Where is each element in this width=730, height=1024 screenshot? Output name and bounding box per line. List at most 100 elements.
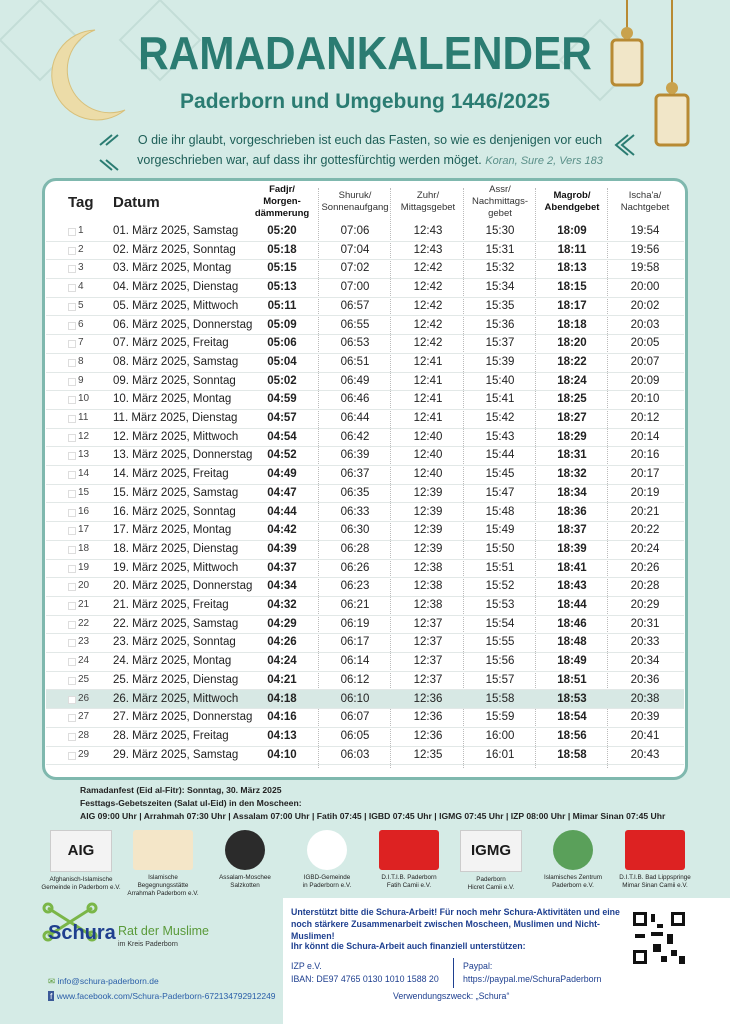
table-cell: 27 <box>78 711 90 723</box>
column-divider <box>390 188 391 768</box>
table-cell: 15:30 <box>485 225 515 237</box>
table-cell: 20:19 <box>630 486 660 499</box>
table-cell: 04:52 <box>267 449 297 462</box>
table-row: 18 18. März 2025, Dienstag 04:39 06:28 12:39… <box>46 540 684 560</box>
table-cell: 20 <box>78 580 90 592</box>
table-row: 25 25. März 2025, Dienstag 04:21 06:12 12:37… <box>46 671 684 691</box>
table-row: 9 09. März 2025, Sonntag 05:02 06:49 12:41 15… <box>46 372 684 392</box>
table-cell: 23. März 2025, Sonntag <box>113 636 236 649</box>
facebook-link[interactable]: www.facebook.com/Schura-Paderborn-672134… <box>56 991 276 1001</box>
table-cell: 10 <box>78 393 90 405</box>
table-cell: 06:19 <box>340 617 370 630</box>
row-marker <box>68 695 76 704</box>
mosque-name: Afghanisch-Islamische Gemeinde in Paderb… <box>41 876 121 891</box>
table-cell: 22. März 2025, Samstag <box>113 617 239 630</box>
table-cell: 06:07 <box>340 711 370 724</box>
table-cell: 06:42 <box>340 430 370 443</box>
table-cell: 5 <box>78 299 84 311</box>
email-text[interactable]: info@schura-paderborn.de <box>57 976 159 986</box>
table-row: 27 27. März 2025, Donnerstag 04:16 06:07 12:… <box>46 708 684 728</box>
table-cell: 20:33 <box>630 636 660 649</box>
table-cell: 19. März 2025, Mittwoch <box>113 561 239 574</box>
email: ✉ info@schura-paderborn.de <box>48 976 159 986</box>
table-cell: 12:41 <box>413 393 443 406</box>
table-cell: 9 <box>78 374 84 386</box>
table-cell: 12:38 <box>413 599 443 611</box>
table-cell: 15:47 <box>485 486 515 499</box>
column-header: Fadjr/ Morgen- dämmerung <box>254 184 310 219</box>
schura-tagline: Rat der Muslime <box>118 924 209 938</box>
table-cell: 18:44 <box>557 599 587 611</box>
eid-times: AIG 09:00 Uhr | Arrahmah 07:30 Uhr | Ass… <box>80 811 666 821</box>
table-cell: 15:49 <box>485 524 515 537</box>
table-cell: 15. März 2025, Samstag <box>113 486 239 499</box>
table-cell: 06:26 <box>340 561 370 574</box>
table-cell: 19 <box>78 561 90 573</box>
qr-code <box>631 910 687 966</box>
table-cell: 20:21 <box>630 505 660 518</box>
table-cell: 20:31 <box>630 617 660 630</box>
table-cell: 18:31 <box>557 449 587 462</box>
table-cell: 12:40 <box>413 430 443 443</box>
table-cell: 08. März 2025, Samstag <box>113 355 239 368</box>
table-cell: 18:56 <box>557 729 587 742</box>
table-cell: 20:14 <box>630 430 660 443</box>
column-header: Assr/ Nachmittags- gebet <box>472 184 528 219</box>
table-row: 28 28. März 2025, Freitag 04:13 06:05 12:36 1… <box>46 727 684 747</box>
row-marker <box>68 228 76 236</box>
table-row: 5 05. März 2025, Mittwoch 05:11 06:57 12:42 1… <box>46 297 684 317</box>
table-cell: 06:51 <box>340 355 370 368</box>
row-marker <box>68 452 76 461</box>
table-cell: 20:17 <box>630 468 660 481</box>
table-cell: 18:20 <box>557 337 587 350</box>
table-cell: 04:16 <box>267 711 297 724</box>
table-cell: 20:36 <box>630 673 660 686</box>
column-header: Zuhr/ Mittagsgebet <box>400 190 456 213</box>
table-cell: 10. März 2025, Montag <box>113 393 232 406</box>
mosque-name: Assalam-Moschee Salzkotten <box>219 874 271 889</box>
table-cell: 13. März 2025, Donnerstag <box>113 449 253 462</box>
table-cell: 19:54 <box>630 225 660 237</box>
table-cell: 05:11 <box>267 299 297 312</box>
table-cell: 06:28 <box>340 542 370 555</box>
table-cell: 20:26 <box>630 561 660 574</box>
mosque-name: D.I.T.I.B. Bad Lippspringe Mimar Sinan C… <box>619 874 691 889</box>
mosque: Assalam-Moschee Salzkotten <box>204 830 286 890</box>
support-text: Ihr könnt die Schura-Arbeit auch finanzi… <box>291 941 526 951</box>
facebook: f www.facebook.com/Schura-Paderborn-6721… <box>48 991 276 1001</box>
table-cell: 06:21 <box>340 599 370 611</box>
mosque-logo <box>625 830 685 870</box>
table-cell: 06:23 <box>340 580 370 593</box>
table-cell: 11. März 2025, Dienstag <box>113 412 238 424</box>
table-cell: 15:35 <box>485 299 515 312</box>
mosque: IGMG Paderborn Hicret Camii e.V. <box>450 830 532 892</box>
paypal-url[interactable]: https://paypal.me/SchuraPaderborn <box>463 974 602 984</box>
table-row: 2 02. März 2025, Sonntag 05:18 07:04 12:43 15… <box>46 241 684 261</box>
table-cell: 1 <box>78 225 84 236</box>
table-cell: 12:37 <box>413 655 443 668</box>
mosque-logo <box>225 830 265 870</box>
table-cell: 26. März 2025, Mittwoch <box>113 692 239 705</box>
table-cell: 20:38 <box>630 692 660 705</box>
table-cell: 06:14 <box>340 655 370 668</box>
table-row: 7 07. März 2025, Freitag 05:06 06:53 12:42 15… <box>46 334 684 354</box>
mosque: Islamisches Zentrum Paderborn e.V. <box>532 830 614 890</box>
table-cell: 8 <box>78 355 84 367</box>
table-cell: 18:13 <box>557 262 587 275</box>
mosque-name: IGBD-Gemeinde in Paderborn e.V. <box>302 874 352 889</box>
table-cell: 18:25 <box>557 393 587 406</box>
title: RAMADANKALENDER <box>138 27 592 79</box>
table-cell: 12:41 <box>413 374 443 387</box>
table-cell: 12:38 <box>413 580 443 593</box>
table-cell: 14. März 2025, Freitag <box>113 468 229 481</box>
table-cell: 14 <box>78 468 90 480</box>
table-cell: 20:05 <box>630 337 660 350</box>
table-cell: 15:39 <box>485 355 515 368</box>
table-cell: 18:51 <box>557 673 587 686</box>
subtitle: Paderborn und Umgebung 1446/2025 <box>180 90 550 113</box>
table-cell: 09. März 2025, Sonntag <box>113 374 236 387</box>
table-cell: 06:46 <box>340 393 370 406</box>
table-cell: 04:32 <box>267 599 297 611</box>
table-cell: 02. März 2025, Sonntag <box>113 243 236 256</box>
table-cell: 18:34 <box>557 486 587 499</box>
